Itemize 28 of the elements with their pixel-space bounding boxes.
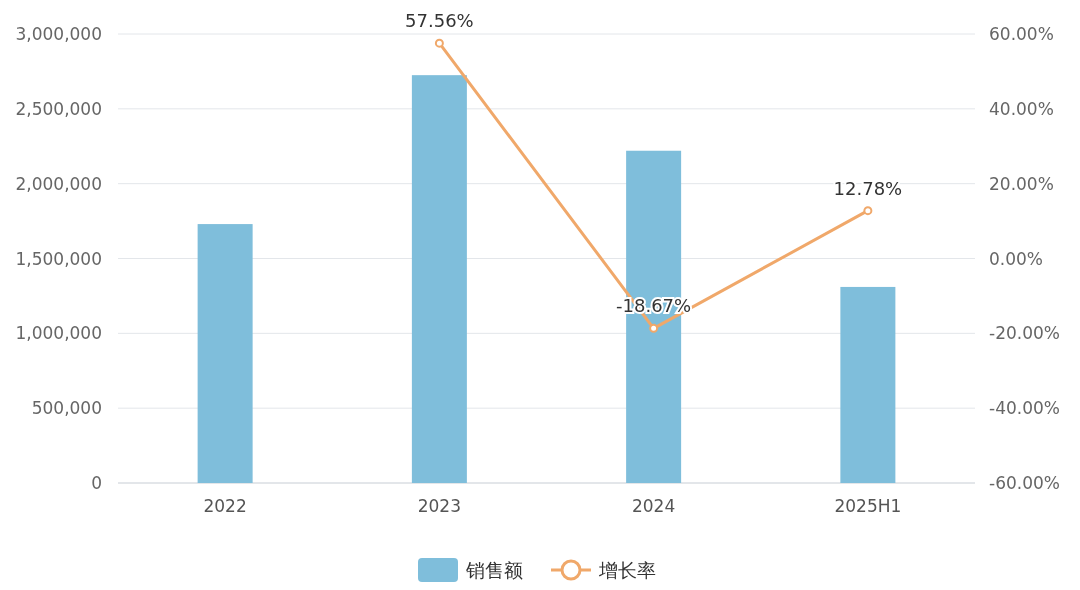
y-tick-label: 3,000,000 (15, 24, 102, 44)
y-tick-label: 0 (91, 473, 102, 493)
y-tick-label: 500,000 (31, 398, 102, 419)
point (649, 323, 659, 333)
y2-tick-label: -20.00% (989, 323, 1060, 344)
y2-tick-label: 0.00% (989, 248, 1044, 269)
bar (411, 75, 467, 483)
data-label: 12.78% (833, 177, 903, 199)
bar (840, 286, 896, 483)
y2-tick-label: -60.00% (989, 473, 1060, 493)
point (434, 38, 444, 48)
y2-tick-label: 40.00% (989, 98, 1054, 119)
y-tick-label: 2,500,000 (15, 98, 102, 119)
y2-tick-label: 60.00% (989, 24, 1054, 44)
x-tick-label: 2022 (203, 496, 247, 516)
x-tick-label: 2024 (631, 496, 676, 516)
y-tick-label: 2,000,000 (15, 173, 102, 194)
legend-label: 销售额 (465, 559, 523, 581)
x-tick-label: 2023 (417, 496, 462, 516)
data-label: 57.56% (405, 10, 474, 32)
y-tick-label: 1,500,000 (15, 248, 102, 269)
y2-tick-label: 20.00% (989, 173, 1054, 194)
bar (197, 224, 253, 483)
y2-tick-label: -40.00% (989, 398, 1060, 419)
legend-label: 增长率 (598, 559, 656, 581)
y-tick-label: 1,000,000 (15, 323, 102, 344)
x-tick-label: 2025H1 (834, 496, 902, 516)
point (863, 206, 873, 216)
